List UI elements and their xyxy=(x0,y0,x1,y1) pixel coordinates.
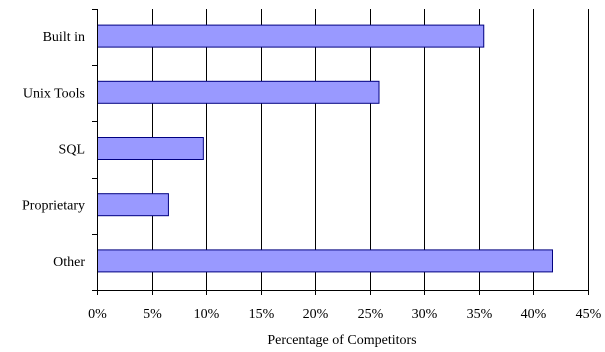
labels: 0% 5% 10% 15% 20% 25% 30% 35% 40% 45% Built in Unix… xyxy=(22,30,602,322)
x-tick-label: 5% xyxy=(143,307,162,322)
bar-proprietary xyxy=(97,193,169,217)
bar-unix-tools xyxy=(97,80,380,104)
x-tick-label: 30% xyxy=(412,307,438,322)
x-tick-label: 25% xyxy=(358,307,384,322)
bars xyxy=(97,24,553,273)
y-category-label: Other xyxy=(53,255,85,270)
axes xyxy=(92,9,589,295)
gridlines xyxy=(152,9,589,290)
x-tick-label: 10% xyxy=(194,307,220,322)
x-tick-label: 35% xyxy=(467,307,493,322)
y-category-label: Proprietary xyxy=(22,199,85,214)
x-tick-label: 20% xyxy=(303,307,329,322)
x-tick-label: 40% xyxy=(521,307,547,322)
bar-sql xyxy=(97,137,204,160)
x-tick-label: 0% xyxy=(88,307,107,322)
y-category-label: Unix Tools xyxy=(23,86,85,101)
x-tick-label: 45% xyxy=(576,307,602,322)
y-category-label: Built in xyxy=(43,30,85,45)
y-category-label: SQL xyxy=(59,143,85,158)
bar-built-in xyxy=(97,24,485,48)
x-axis-title: Percentage of Competitors xyxy=(267,333,416,348)
bar-other xyxy=(97,249,553,273)
x-tick-label: 15% xyxy=(249,307,275,322)
